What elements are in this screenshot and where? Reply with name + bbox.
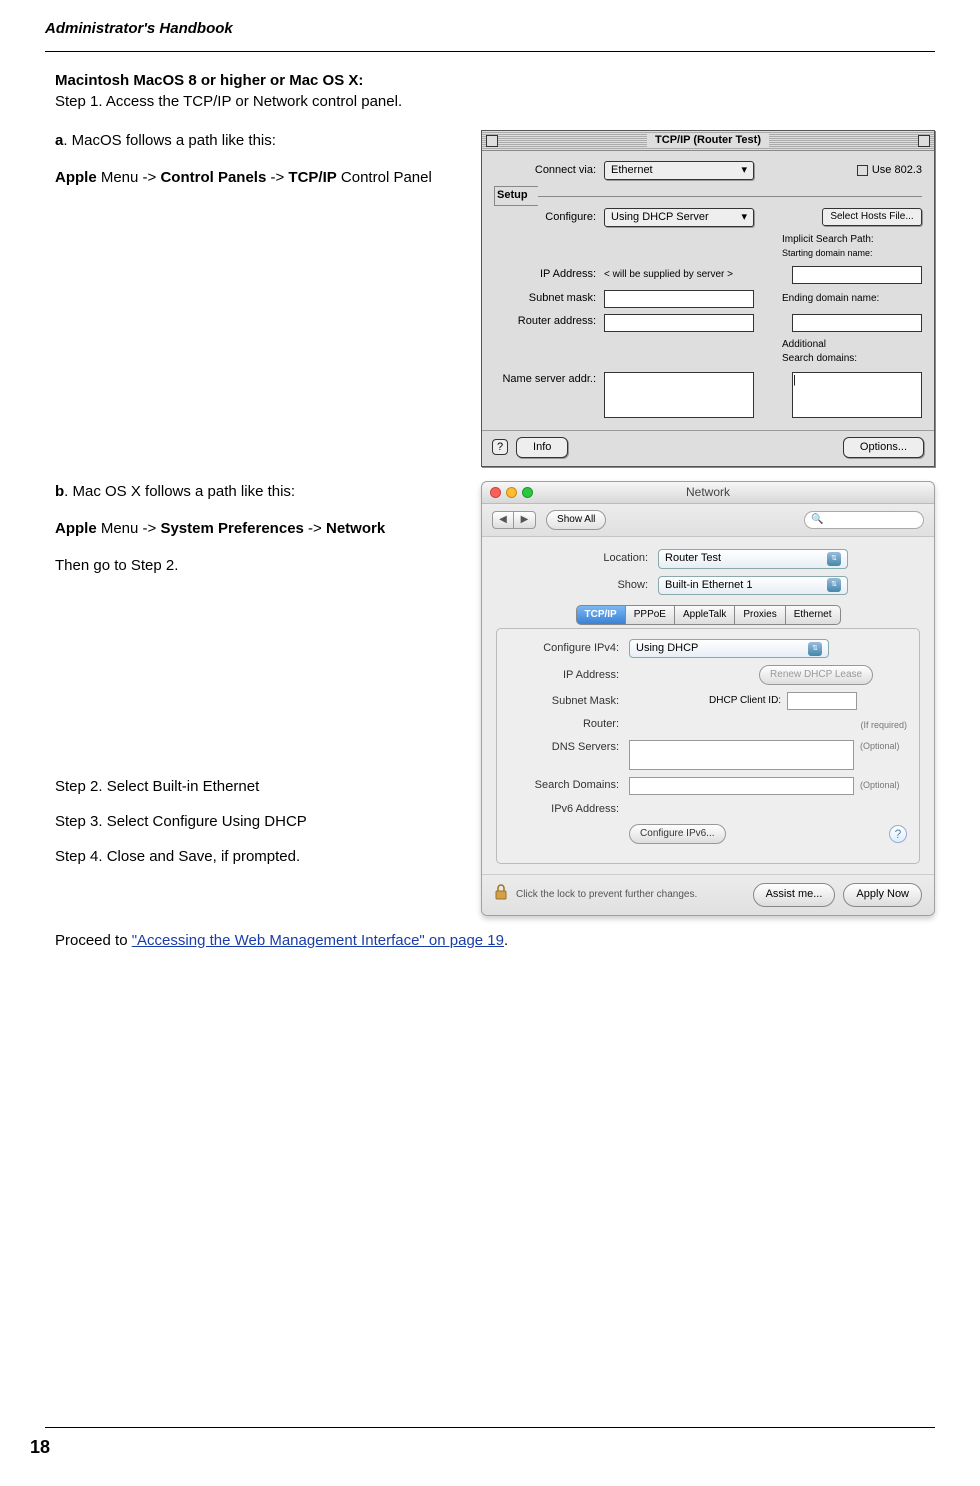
router-address-label: Router address: — [494, 314, 604, 329]
configure-ipv4-select[interactable]: Using DHCP⇅ — [629, 639, 829, 658]
configure-dropdown[interactable]: Using DHCP Server▾ — [604, 208, 754, 227]
select-arrows-icon: ⇅ — [827, 578, 841, 592]
use-8023-label: Use 802.3 — [872, 163, 922, 178]
name-server-input[interactable] — [604, 372, 754, 418]
subnet-mask-label: Subnet mask: — [494, 291, 604, 306]
lock-text: Click the lock to prevent further change… — [516, 888, 697, 902]
aqua-titlebar[interactable]: Network — [482, 482, 934, 504]
close-traffic-light-icon[interactable] — [490, 487, 501, 498]
chevron-down-icon: ▾ — [742, 210, 748, 225]
close-box-icon[interactable] — [486, 135, 498, 147]
back-button[interactable]: ◀ — [492, 511, 514, 529]
assist-me-button[interactable]: Assist me... — [753, 883, 836, 906]
show-label: Show: — [568, 578, 658, 593]
connect-via-dropdown[interactable]: Ethernet▾ — [604, 161, 754, 180]
name-server-label: Name server addr.: — [494, 372, 604, 387]
help-icon[interactable]: ? — [492, 439, 508, 455]
subnet-mask-label: Subnet Mask: — [509, 694, 629, 709]
aqua-network-window: Network ◀ ▶ Show All 🔍 Location: Router … — [481, 481, 935, 915]
minimize-traffic-light-icon[interactable] — [506, 487, 517, 498]
step-4: Step 4. Close and Save, if prompted. — [55, 846, 471, 867]
configure-label: Configure: — [494, 210, 604, 225]
implicit-label: Implicit Search Path: — [782, 233, 922, 247]
step-3: Step 3. Select Configure Using DHCP — [55, 811, 471, 832]
classic-tcpip-window: TCP/IP (Router Test) Connect via: Ethern… — [481, 130, 935, 467]
location-select[interactable]: Router Test⇅ — [658, 549, 848, 568]
ip-address-label: IP Address: — [509, 668, 629, 683]
tab-appletalk[interactable]: AppleTalk — [675, 605, 735, 625]
show-all-button[interactable]: Show All — [546, 510, 606, 530]
select-arrows-icon: ⇅ — [808, 642, 822, 656]
optional-label: (Optional) — [860, 779, 900, 792]
location-label: Location: — [568, 551, 658, 566]
configure-ipv4-label: Configure IPv4: — [509, 641, 629, 656]
additional-label: Additional — [782, 338, 922, 352]
options-button[interactable]: Options... — [843, 437, 924, 458]
starting-domain-label: Starting domain name: — [782, 247, 922, 260]
tab-proxies[interactable]: Proxies — [735, 605, 785, 625]
help-icon[interactable]: ? — [889, 825, 907, 843]
tab-pppoe[interactable]: PPPoE — [626, 605, 675, 625]
tab-tcpip[interactable]: TCP/IP — [576, 605, 626, 625]
search-icon: 🔍 — [811, 513, 823, 527]
zoom-box-icon[interactable] — [918, 135, 930, 147]
show-select[interactable]: Built-in Ethernet 1⇅ — [658, 576, 848, 595]
search-domains-label: Search Domains: — [509, 778, 629, 793]
window-title: Network — [686, 484, 730, 501]
classic-titlebar[interactable]: TCP/IP (Router Test) — [482, 131, 934, 151]
ip-address-value: < will be supplied by server > — [604, 268, 754, 282]
use-8023-checkbox[interactable] — [857, 165, 868, 176]
accessing-web-mgmt-link[interactable]: "Accessing the Web Management Interface"… — [132, 932, 504, 949]
setup-section-label: Setup — [494, 186, 538, 205]
zoom-traffic-light-icon[interactable] — [522, 487, 533, 498]
starting-domain-input[interactable] — [792, 266, 922, 284]
info-button[interactable]: Info — [516, 437, 568, 458]
page-number: 18 — [30, 1437, 50, 1458]
search-input[interactable]: 🔍 — [804, 511, 924, 529]
ending-domain-label: Ending domain name: — [782, 292, 922, 306]
ipv6-address-label: IPv6 Address: — [509, 802, 629, 817]
select-hosts-button[interactable]: Select Hosts File... — [822, 208, 922, 226]
lock-icon[interactable] — [494, 884, 508, 905]
search-domains-label: Search domains: — [782, 352, 922, 366]
dhcp-client-id-label: DHCP Client ID: — [709, 694, 781, 708]
router-address-input[interactable] — [604, 314, 754, 332]
item-b-path: Apple Menu -> System Preferences -> Netw… — [55, 518, 471, 539]
apply-now-button[interactable]: Apply Now — [843, 883, 922, 906]
dns-servers-label: DNS Servers: — [509, 740, 629, 755]
configure-ipv6-button[interactable]: Configure IPv6... — [629, 824, 725, 844]
subnet-mask-input[interactable] — [604, 290, 754, 308]
step-2: Step 2. Select Built-in Ethernet — [55, 776, 471, 797]
select-arrows-icon: ⇅ — [827, 552, 841, 566]
dns-servers-input[interactable] — [629, 740, 854, 770]
item-a-path: Apple Menu -> Control Panels -> TCP/IP C… — [55, 167, 471, 188]
if-required-label: (If required) — [860, 719, 907, 732]
chevron-down-icon: ▾ — [742, 163, 748, 178]
search-domains-input[interactable] — [629, 777, 854, 795]
optional-label: (Optional) — [860, 740, 900, 753]
renew-dhcp-button[interactable]: Renew DHCP Lease — [759, 665, 873, 685]
router-label: Router: — [509, 717, 629, 732]
ip-address-label: IP Address: — [494, 267, 604, 282]
ending-domain-input[interactable] — [792, 314, 922, 332]
footer-rule — [45, 1427, 935, 1428]
item-b: b. Mac OS X follows a path like this: — [55, 481, 471, 502]
search-domains-input[interactable]: | — [792, 372, 922, 418]
step-1: Step 1. Access the TCP/IP or Network con… — [55, 91, 935, 112]
section-title: Macintosh MacOS 8 or higher or Mac OS X: — [55, 70, 935, 91]
forward-button[interactable]: ▶ — [514, 511, 536, 529]
item-a: a. MacOS follows a path like this: — [55, 130, 471, 151]
window-title: TCP/IP (Router Test) — [647, 133, 769, 148]
tab-ethernet[interactable]: Ethernet — [786, 605, 841, 625]
dhcp-client-id-input[interactable] — [787, 692, 857, 710]
then-step2: Then go to Step 2. — [55, 555, 471, 576]
tab-bar: TCP/IP PPPoE AppleTalk Proxies Ethernet — [496, 605, 920, 625]
running-header: Administrator's Handbook — [45, 20, 935, 52]
connect-via-label: Connect via: — [494, 163, 604, 178]
proceed-line: Proceed to "Accessing the Web Management… — [55, 930, 935, 951]
